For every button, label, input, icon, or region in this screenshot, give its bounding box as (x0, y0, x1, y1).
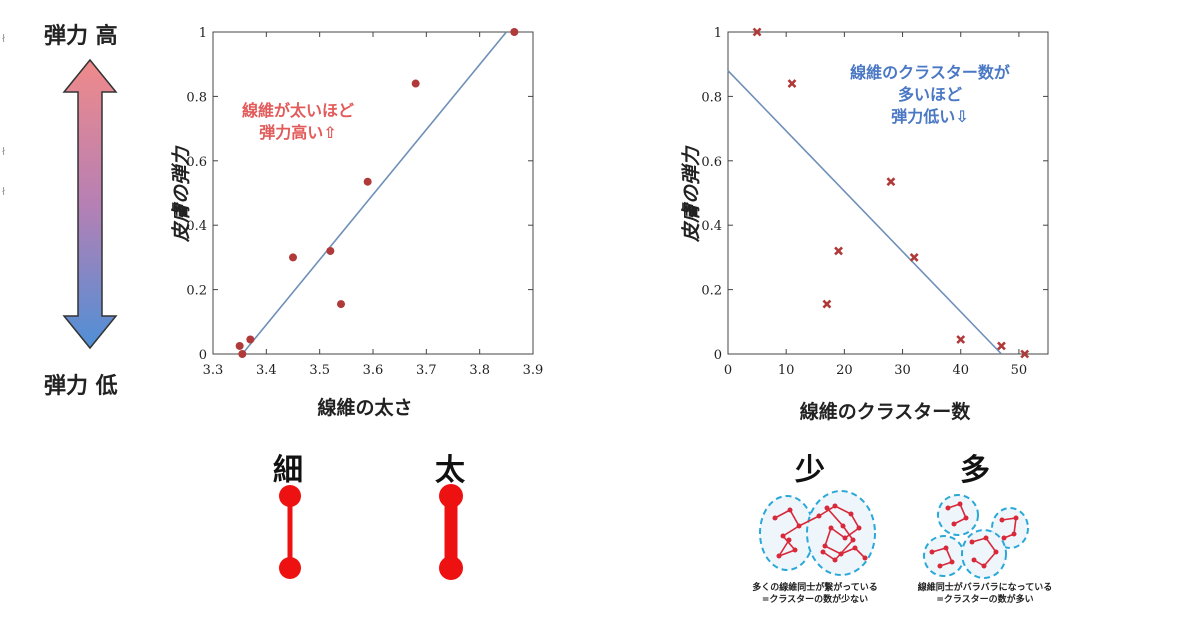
chart2-annotation-line-3: 弾力低い⇩ (891, 107, 969, 126)
chart2-data-point (997, 341, 1006, 351)
chart2-y-tick-label: 0.6 (701, 155, 722, 170)
few-clusters-caption: 多くの線維同士が繋がっている =クラスターの数が少ない (730, 582, 900, 606)
margin-mark: ł (2, 145, 6, 158)
chart1-y-tick-label: 0 (199, 348, 207, 363)
chart2-annotation: 線維のクラスター数が 多いほど 弾力低い⇩ (810, 62, 1050, 128)
few-caption-line-1: 多くの線維同士が繋がっている (752, 583, 878, 593)
chart1-y-tick-label: 1 (199, 26, 207, 41)
chart2-trend-line (727, 70, 1003, 355)
chart1-data-point (326, 246, 335, 255)
chart2-data-point-stroke (752, 27, 762, 37)
chart1-data-point (510, 28, 519, 36)
chart1-y-tick-label: 0.8 (186, 90, 207, 105)
few-caption-line-2: =クラスターの数が少ない (761, 595, 869, 605)
margin-mark: ł (2, 185, 6, 198)
chart1-y-tick-label: 0.2 (186, 284, 207, 299)
chart2-x-tick-label: 30 (894, 363, 911, 378)
chart2-data-point (956, 335, 966, 344)
chart2-data-point-stroke (834, 246, 843, 256)
thin-fiber-icon (279, 485, 301, 579)
chart2-data-point (822, 299, 832, 309)
chart1-scatter-plot: 3.3 3.4 3.5 3.6 3.7 3.8 3.9 0 0.2 0.4 0.6 0.8 1 (186, 26, 544, 378)
chart2-data-point (834, 246, 843, 256)
chart2-data-point (752, 27, 762, 37)
chart1-data-point (238, 350, 247, 358)
chart1-trend-line (241, 31, 507, 355)
chart2-data-point-stroke (787, 79, 797, 88)
chart2-data-point (909, 252, 919, 262)
chart1-x-tick-label: 3.9 (523, 363, 544, 378)
chart2-y-tick-label: 0.8 (701, 90, 722, 105)
chart2-x-tick-label: 0 (724, 363, 732, 378)
chart1-annotation: 線維が太いほど 弾力高い⇧ (228, 100, 368, 144)
chart2-y-tick-label: 0.2 (701, 284, 722, 299)
chart2-y-tick-label: 1 (714, 26, 722, 41)
chart1-data-point (289, 253, 297, 262)
chart1-annotation-line-1: 線維が太いほど (241, 101, 354, 120)
chart2-data-point-stroke (886, 177, 896, 187)
many-caption-line-1: 線維同士がバラバラになっている (917, 583, 1053, 593)
chart2-data-point (787, 79, 797, 88)
chart1-x-tick-label: 3.7 (416, 363, 437, 378)
many-caption-line-2: =クラスターの数が多い (936, 595, 1034, 605)
chart2-x-axis-label: 線維のクラスター数 (799, 401, 971, 423)
elasticity-gradient-arrow (62, 58, 118, 350)
chart1-plot-frame (212, 31, 534, 355)
chart1-x-axis-label: 線維の太さ (317, 397, 413, 419)
thick-fiber-icon (439, 484, 463, 580)
thin-label: 細 (273, 453, 303, 488)
elasticity-low-label: 弾力 低 (44, 374, 118, 399)
chart2-x-tick-label: 50 (1011, 363, 1028, 378)
chart2-data-point-stroke (997, 341, 1006, 351)
chart1-data-point (235, 341, 244, 350)
many-clusters-diagram (923, 494, 1029, 579)
chart2-data-point-stroke (956, 335, 966, 344)
chart1-data-point (411, 79, 420, 88)
chart2-data-point-stroke (1020, 349, 1030, 359)
chart1-x-tick-label: 3.6 (363, 363, 384, 378)
chart2-x-tick-label: 40 (952, 363, 969, 378)
chart2-y-tick-label: 0 (714, 348, 722, 363)
chart1-data-point (363, 177, 372, 186)
many-label: 多 (960, 453, 990, 488)
margin-mark: ł (2, 32, 6, 45)
few-label: 少 (795, 453, 825, 488)
chart2-data-point (886, 177, 896, 187)
chart1-data-point (337, 300, 345, 309)
many-clusters-caption: 線維同士がバラバラになっている =クラスターの数が多い (895, 582, 1075, 606)
chart1-x-tick-label: 3.3 (203, 363, 224, 378)
few-clusters-diagram (759, 490, 876, 576)
chart2-scatter-plot: 0 10 20 30 40 50 0 0.2 0.4 0.6 0.8 1 (701, 26, 1049, 378)
chart1-data-point (246, 335, 255, 344)
chart1-y-tick-label: 0.6 (186, 155, 207, 170)
chart2-y-tick-label: 0.4 (701, 219, 722, 234)
chart2-data-point (1020, 349, 1030, 359)
chart2-x-tick-label: 20 (836, 363, 853, 378)
chart2-annotation-line-2: 多いほど (897, 85, 962, 104)
chart2-annotation-line-1: 線維のクラスター数が (850, 63, 1010, 82)
elasticity-high-label: 弾力 高 (44, 24, 118, 49)
chart2-x-tick-label: 10 (778, 363, 795, 378)
chart1-x-tick-label: 3.4 (256, 363, 277, 378)
chart1-x-tick-label: 3.8 (469, 363, 490, 378)
chart1-y-tick-label: 0.4 (186, 219, 207, 234)
thick-label: 太 (435, 453, 465, 488)
chart2-data-point-stroke (822, 299, 832, 309)
chart1-annotation-line-2: 弾力高い⇧ (259, 123, 337, 142)
chart2-data-point-stroke (909, 252, 919, 262)
chart1-x-tick-label: 3.5 (309, 363, 330, 378)
chart2-plot-frame (727, 31, 1049, 355)
